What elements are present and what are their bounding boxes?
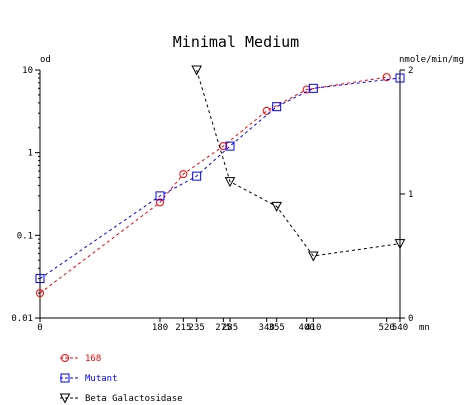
- x-tick-label: 410: [305, 323, 321, 333]
- data-point: [179, 170, 188, 179]
- x-tick-label: 540: [392, 323, 408, 333]
- legend-entry: Mutant: [60, 373, 118, 384]
- data-point: [35, 274, 45, 284]
- y-right-tick-label: 0: [408, 314, 413, 324]
- series-1: [36, 73, 391, 298]
- y-axis-left-label: od: [40, 55, 51, 65]
- legend-entry: Beta Galactosidase: [59, 393, 183, 404]
- y-axis-right-label: nmole/min/mg: [399, 55, 464, 65]
- series-layer: [35, 65, 406, 298]
- series-2: [35, 73, 405, 284]
- legend-label: Beta Galactosidase: [85, 394, 183, 404]
- legend-marker: [59, 393, 71, 404]
- legend-marker: [60, 373, 70, 383]
- data-point: [224, 177, 236, 188]
- data-point: [394, 239, 406, 250]
- x-tick-label: 235: [189, 323, 205, 333]
- x-tick-label: 355: [269, 323, 285, 333]
- chart-title: Minimal Medium: [173, 33, 299, 51]
- legend-entry: 168: [60, 354, 101, 364]
- y-right-tick-label: 2: [408, 66, 413, 76]
- y-left-tick-label: 0.01: [11, 314, 33, 324]
- series-line: [39, 77, 401, 279]
- x-tick-label: 340: [259, 323, 275, 333]
- x-tick-label: 285: [222, 323, 238, 333]
- y-left-tick-label: 0.1: [17, 231, 33, 241]
- data-point: [262, 106, 271, 115]
- x-tick-label: 520: [379, 323, 395, 333]
- data-point: [191, 65, 202, 76]
- legend-label: 168: [85, 354, 101, 364]
- data-point: [156, 198, 164, 207]
- y-right-tick-label: 1: [408, 190, 413, 200]
- data-point: [308, 251, 319, 262]
- series-line: [39, 76, 387, 294]
- data-point: [272, 102, 282, 112]
- legend-marker: [61, 354, 69, 362]
- series-3: [191, 65, 406, 262]
- legend-label: Mutant: [85, 374, 118, 384]
- data-point: [271, 201, 282, 212]
- legend: 168 Mutant Beta Galactosidase: [59, 354, 183, 404]
- x-axis-label: mn: [419, 323, 430, 333]
- data-point: [36, 289, 44, 298]
- data-point: [192, 171, 202, 181]
- x-tick-label: 400: [299, 323, 315, 333]
- y-left-tick-label: 1: [28, 149, 33, 159]
- x-tick-label: 0: [37, 323, 42, 333]
- y-left-tick-label: 10: [22, 66, 33, 76]
- data-point: [395, 73, 405, 83]
- data-point: [225, 141, 235, 151]
- x-tick-label: 180: [152, 323, 168, 333]
- x-tick-label: 275: [215, 323, 231, 333]
- series-line: [196, 69, 401, 257]
- x-tick-label: 215: [175, 323, 191, 333]
- data-point: [155, 191, 165, 201]
- data-point: [308, 83, 318, 93]
- data-point: [382, 73, 391, 82]
